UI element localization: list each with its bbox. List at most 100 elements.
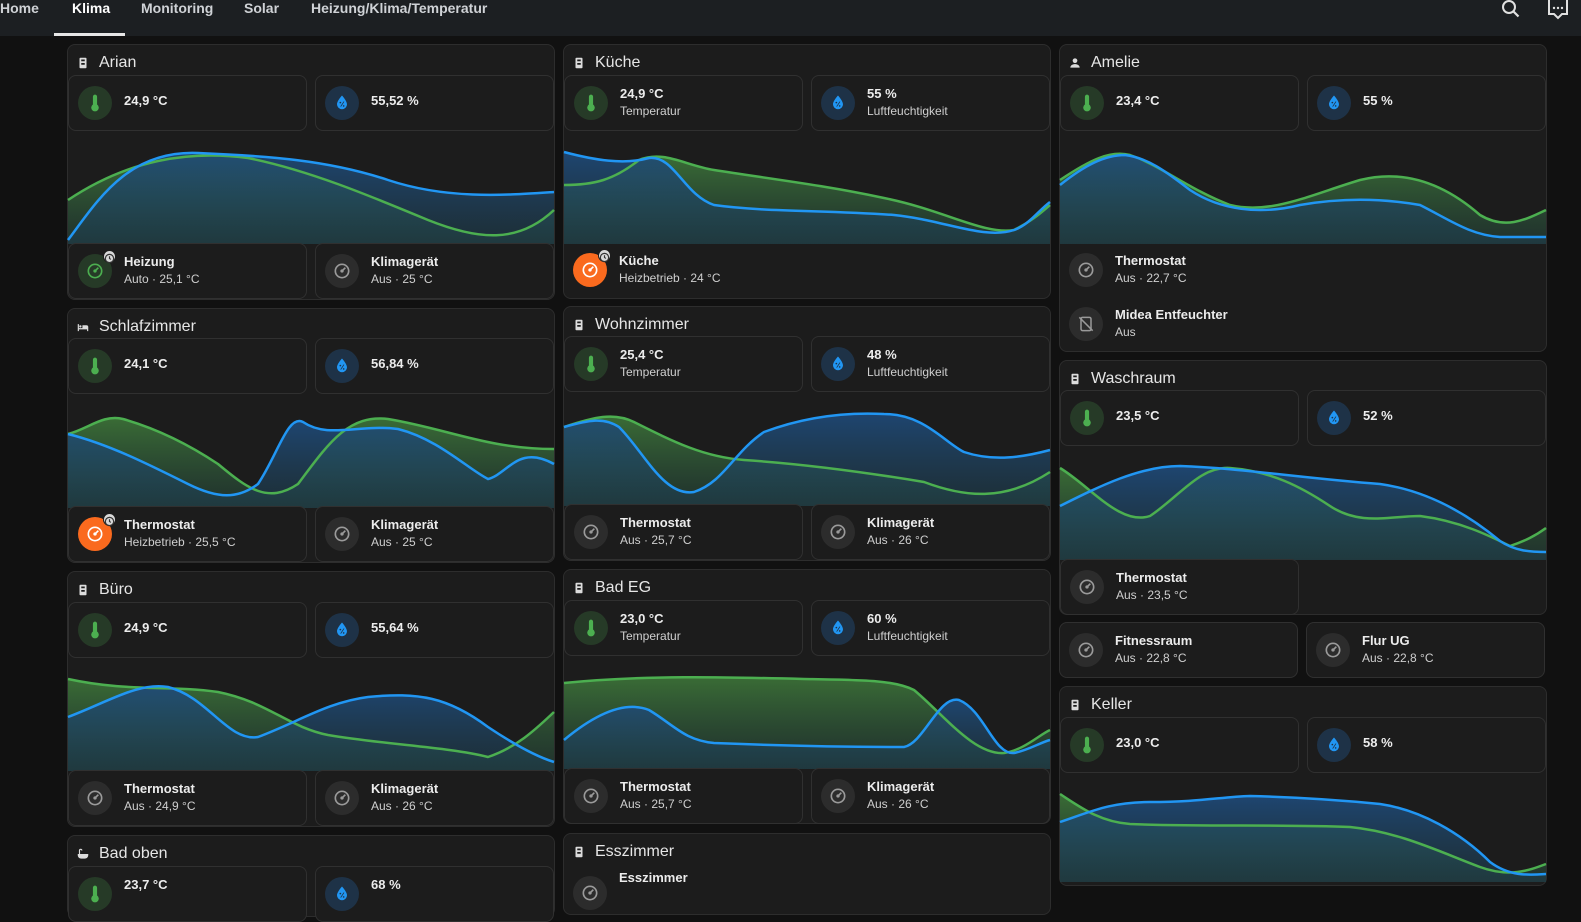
climate-name: Fitnessraum xyxy=(1115,633,1193,648)
water-percent-icon xyxy=(332,884,352,904)
temperature-value: 23,0 °C xyxy=(1116,735,1160,750)
climate-state: Aus · 22,7 °C xyxy=(1115,271,1187,285)
person-icon xyxy=(1068,56,1082,70)
climate-name: Thermostat xyxy=(124,517,195,532)
tab-heizung-klima-temperatur[interactable]: Heizung/Klima/Temperatur xyxy=(311,0,488,16)
history-graph xyxy=(67,416,555,508)
temperature-tile[interactable]: 24,1 °C xyxy=(68,338,307,394)
humidity-line xyxy=(67,419,555,497)
assist-icon[interactable] xyxy=(1546,0,1570,20)
humidity-line xyxy=(563,150,1051,234)
temperature-value: 25,4 °C xyxy=(620,347,664,362)
temperature-tile[interactable]: 23,0 °C xyxy=(1060,717,1299,773)
temperature-label: Temperatur xyxy=(620,629,681,643)
climate-tile-thermostat[interactable]: Thermostat Aus · 24,9 °C xyxy=(68,770,307,826)
thermometer-icon xyxy=(1077,735,1097,755)
temperature-tile[interactable]: 23,5 °C xyxy=(1060,390,1299,446)
thermostat-icon xyxy=(580,260,600,280)
humidity-line xyxy=(67,684,555,764)
humidity-tile[interactable]: 52 % xyxy=(1307,390,1546,446)
temperature-tile[interactable]: 25,4 °C Temperatur xyxy=(564,336,803,392)
door-icon xyxy=(76,56,90,70)
temperature-line xyxy=(67,677,555,759)
card-header: Arian xyxy=(76,51,136,75)
climate-tile-flur-ug[interactable]: Flur UG Aus · 22,8 °C xyxy=(1306,622,1545,678)
room-card-waschraum: Waschraum 23,5 °C 52 % Thermostat Aus · … xyxy=(1059,360,1547,615)
temperature-tile[interactable]: 24,9 °C Temperatur xyxy=(564,75,803,131)
climate-tile-esszimmer[interactable]: Esszimmer xyxy=(564,866,801,920)
humidity-tile[interactable]: 55,52 % xyxy=(315,75,554,131)
climate-tile-klimageraet[interactable]: Klimagerät Aus · 26 °C xyxy=(811,504,1050,560)
temperature-tile[interactable]: 23,0 °C Temperatur xyxy=(564,600,803,656)
climate-tile-kueche[interactable]: Küche Heizbetrieb · 24 °C xyxy=(564,243,801,297)
climate-tile-klimageraet[interactable]: Klimagerät Aus · 25 °C xyxy=(315,506,554,562)
humidity-tile[interactable]: 68 % xyxy=(315,866,554,922)
climate-tile-klimageraet[interactable]: Klimagerät Aus · 25 °C xyxy=(315,243,554,299)
card-title: Bad EG xyxy=(595,579,652,596)
air-humidifier-off-icon xyxy=(1076,314,1096,334)
water-percent-icon xyxy=(332,620,352,640)
history-graph xyxy=(1059,152,1547,244)
humidity-line xyxy=(1059,794,1547,876)
tab-solar[interactable]: Solar xyxy=(244,0,280,16)
climate-tile-thermostat[interactable]: Thermostat Heizbetrieb · 25,5 °C xyxy=(68,506,307,562)
humidity-tile[interactable]: 55 % xyxy=(1307,75,1546,131)
temperature-tile[interactable]: 24,9 °C xyxy=(68,75,307,131)
thermostat-icon xyxy=(332,261,352,281)
humidity-tile[interactable]: 56,84 % xyxy=(315,338,554,394)
temperature-value: 24,9 °C xyxy=(620,86,664,101)
card-header: Keller xyxy=(1068,693,1132,717)
temperature-line xyxy=(67,154,555,237)
room-card-arian: Arian 24,9 °C 55,52 % Heizung Auto · 25,… xyxy=(66,44,555,300)
humidity-value: 55,52 % xyxy=(371,93,419,108)
climate-state: Heizbetrieb · 24 °C xyxy=(619,271,721,285)
thermometer-icon xyxy=(1077,93,1097,113)
water-percent-icon xyxy=(828,354,848,374)
humidity-tile[interactable]: 48 % Luftfeuchtigkeit xyxy=(811,336,1050,392)
water-percent-icon xyxy=(1324,408,1344,428)
search-icon[interactable] xyxy=(1500,0,1522,20)
humidity-tile[interactable]: 55,64 % xyxy=(315,602,554,658)
climate-tile-klimageraet[interactable]: Klimagerät Aus · 26 °C xyxy=(811,768,1050,824)
humidity-tile[interactable]: 58 % xyxy=(1307,717,1546,773)
climate-tile-thermostat[interactable]: Thermostat Aus · 23,5 °C xyxy=(1060,559,1299,615)
card-header: Wohnzimmer xyxy=(572,313,689,337)
card-header: Schlafzimmer xyxy=(76,315,196,339)
door-icon xyxy=(1068,698,1082,712)
climate-tile-klimageraet[interactable]: Klimagerät Aus · 26 °C xyxy=(315,770,554,826)
temperature-tile[interactable]: 23,4 °C xyxy=(1060,75,1299,131)
history-graph xyxy=(563,150,1051,244)
humidity-value: 56,84 % xyxy=(371,356,419,371)
temperature-value: 23,0 °C xyxy=(620,611,664,626)
thermostat-icon xyxy=(581,522,601,542)
tab-monitoring[interactable]: Monitoring xyxy=(141,0,214,16)
climate-name: Klimagerät xyxy=(867,779,935,794)
thermometer-icon xyxy=(85,620,105,640)
temperature-tile[interactable]: 23,7 °C xyxy=(68,866,307,922)
card-title: Waschraum xyxy=(1091,370,1176,387)
card-header: Amelie xyxy=(1068,51,1140,75)
temperature-tile[interactable]: 24,9 °C xyxy=(68,602,307,658)
climate-tile-heizung[interactable]: Heizung Auto · 25,1 °C xyxy=(68,243,307,299)
climate-name: Küche xyxy=(619,253,659,268)
humidity-line xyxy=(1059,464,1547,554)
humidity-tile[interactable]: 60 % Luftfeuchtigkeit xyxy=(811,600,1050,656)
top-navigation-bar: Home Klima Monitoring Solar Heizung/Klim… xyxy=(0,0,1581,36)
device-tile-midea-entfeuchter[interactable]: Midea Entfeuchter Aus xyxy=(1060,297,1546,351)
humidity-tile[interactable]: 55 % Luftfeuchtigkeit xyxy=(811,75,1050,131)
climate-name: Thermostat xyxy=(620,779,691,794)
tab-home[interactable]: Home xyxy=(0,0,39,16)
temperature-value: 23,5 °C xyxy=(1116,408,1160,423)
tab-klima[interactable]: Klima xyxy=(72,0,111,16)
climate-state: Aus · 22,8 °C xyxy=(1115,651,1187,665)
climate-tile-fitnessraum[interactable]: Fitnessraum Aus · 22,8 °C xyxy=(1059,622,1298,678)
climate-state: Aus · 22,8 °C xyxy=(1362,651,1434,665)
climate-tile-thermostat[interactable]: Thermostat Aus · 25,7 °C xyxy=(564,504,803,560)
climate-name: Thermostat xyxy=(1115,253,1186,268)
humidity-label: Luftfeuchtigkeit xyxy=(867,104,948,118)
climate-tile-thermostat[interactable]: Thermostat Aus · 22,7 °C xyxy=(1060,243,1546,297)
door-icon xyxy=(76,583,90,597)
climate-tile-thermostat[interactable]: Thermostat Aus · 25,7 °C xyxy=(564,768,803,824)
humidity-value: 60 % xyxy=(867,611,897,626)
humidity-value: 48 % xyxy=(867,347,897,362)
